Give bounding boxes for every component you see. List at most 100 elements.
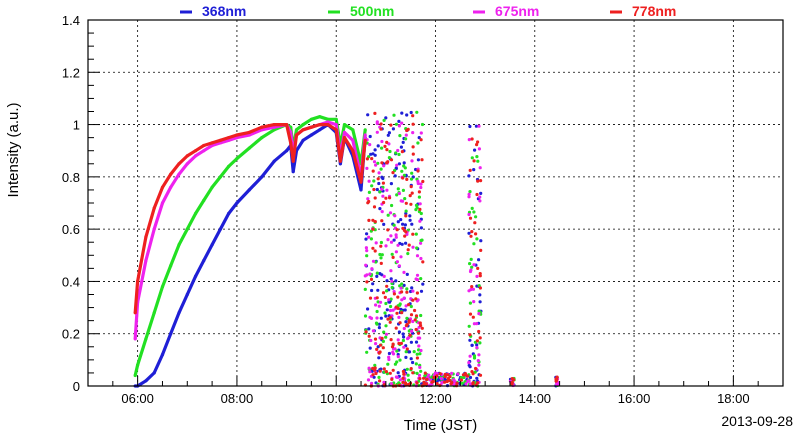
data-point (351, 128, 355, 132)
scatter-point (474, 124, 478, 128)
scatter-point (368, 272, 372, 276)
data-point (133, 373, 137, 378)
scatter-point (421, 260, 425, 264)
scatter-point (478, 373, 483, 377)
scatter-point (368, 296, 373, 300)
scatter-point (477, 312, 481, 316)
scatter-point (405, 290, 409, 294)
data-point (210, 185, 214, 189)
scatter-point (396, 148, 400, 153)
scatter-point (419, 138, 423, 142)
data-point (309, 125, 313, 129)
scatter-point (379, 244, 383, 248)
scatter-point (379, 300, 383, 304)
scatter-point (398, 358, 402, 362)
x-tick-label: 10:00 (320, 391, 353, 406)
scatter-point (398, 302, 402, 306)
data-point (318, 123, 322, 127)
data-point (359, 180, 363, 184)
scatter-point (467, 231, 471, 235)
scatter-point (413, 308, 417, 313)
data-point (194, 154, 198, 158)
scatter-point (415, 246, 419, 250)
scatter-point (364, 330, 368, 334)
data-point (247, 188, 251, 192)
scatter-point (403, 166, 407, 170)
scatter-point (377, 304, 381, 308)
scatter-point (407, 378, 411, 382)
scatter-point (405, 347, 409, 351)
scatter-point (388, 211, 393, 215)
data-point (301, 138, 305, 142)
scatter-point (375, 274, 379, 278)
scatter-point (386, 160, 390, 164)
scatter-point (403, 234, 407, 238)
scatter-point (372, 179, 376, 183)
scatter-point (512, 378, 516, 382)
scatter-point (468, 301, 472, 305)
scatter-point (418, 377, 422, 381)
scatter-point (384, 116, 388, 120)
scatter-point (389, 338, 393, 342)
scatter-point (379, 167, 383, 171)
scatter-point (472, 322, 476, 326)
scatter-point (414, 277, 418, 281)
scatter-point (414, 327, 418, 332)
data-point (177, 172, 181, 176)
data-point (342, 136, 347, 140)
legend-label: 778nm (632, 3, 676, 19)
scatter-point (472, 263, 476, 267)
scatter-point (401, 188, 405, 192)
series-line (135, 123, 367, 388)
scatter-point (395, 163, 399, 167)
data-point (334, 117, 338, 121)
scatter-point (370, 184, 374, 188)
scatter-point (475, 237, 479, 241)
scatter-point (403, 197, 407, 201)
legend-label: 368nm (202, 3, 246, 19)
scatter-point (471, 287, 475, 291)
scatter-point (419, 241, 423, 245)
scatter-point (468, 354, 472, 358)
scatter-point (411, 131, 415, 135)
scatter-point (394, 151, 398, 155)
scatter-point (368, 134, 372, 139)
scatter-point (472, 356, 477, 360)
scatter-point (391, 352, 396, 356)
scatter-point (405, 287, 409, 291)
scatter-point (430, 380, 434, 384)
scatter-point (399, 199, 403, 203)
scatter-point (380, 187, 384, 191)
scatter-point (397, 119, 401, 123)
scatter-point (475, 155, 479, 159)
scatter-point (374, 342, 378, 346)
scatter-point (401, 338, 405, 343)
scatter-point (364, 263, 368, 267)
scatter-point (392, 113, 396, 117)
scatter-point (478, 293, 482, 297)
scatter-point (399, 286, 403, 290)
scatter-point (367, 334, 371, 338)
scatter-point (384, 244, 388, 248)
data-point (235, 157, 239, 161)
y-tick-label: 0.2 (62, 327, 80, 342)
scatter-point (375, 130, 379, 134)
scatter-point (389, 158, 394, 162)
data-point (334, 128, 338, 132)
scatter-point (407, 319, 411, 323)
scatter-point (409, 202, 413, 206)
legend-label: 675nm (495, 3, 539, 19)
scatter-point (470, 137, 474, 141)
scatter-point (384, 301, 388, 306)
scatter-point (416, 141, 420, 145)
scatter-point (407, 243, 411, 247)
scatter-point (391, 255, 395, 259)
scatter-point (416, 336, 420, 340)
scatter-point (374, 163, 378, 167)
scatter-point (478, 195, 482, 199)
scatter-point (417, 190, 421, 194)
scatter-point (448, 375, 452, 379)
data-point (169, 185, 173, 189)
scatter-point (394, 235, 398, 239)
scatter-point (477, 363, 481, 367)
